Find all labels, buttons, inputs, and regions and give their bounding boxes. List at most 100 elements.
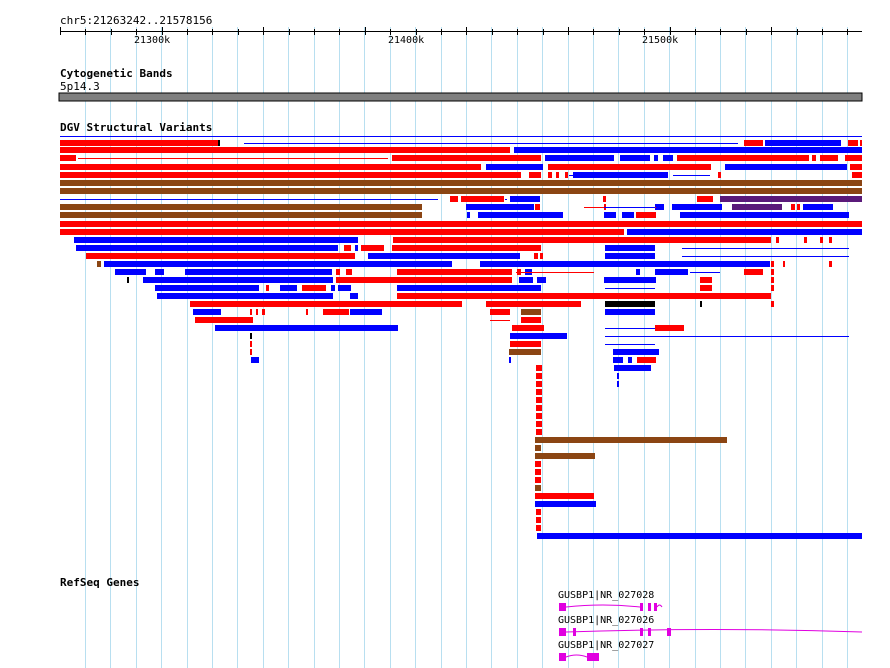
dgv-variant-bar[interactable] <box>654 155 658 161</box>
dgv-variant-bar[interactable] <box>466 204 534 210</box>
dgv-variant-bar[interactable] <box>250 341 252 347</box>
dgv-variant-bar[interactable] <box>157 293 333 299</box>
dgv-variant-bar[interactable] <box>536 413 542 419</box>
dgv-variant-bar[interactable] <box>510 333 567 339</box>
dgv-variant-bar[interactable] <box>60 164 481 170</box>
dgv-variant-bar[interactable] <box>655 204 664 210</box>
dgv-variant-bar[interactable] <box>732 204 782 210</box>
dgv-variant-bar[interactable] <box>744 140 763 146</box>
dgv-variant-bar[interactable] <box>510 341 541 347</box>
dgv-variant-bar[interactable] <box>535 469 541 475</box>
dgv-variant-bar[interactable] <box>155 285 259 291</box>
dgv-variant-bar[interactable] <box>397 269 512 275</box>
gene-label[interactable]: GUSBP1|NR_027026 <box>558 615 655 626</box>
dgv-variant-bar[interactable] <box>663 155 673 161</box>
dgv-variant-bar[interactable] <box>397 285 541 291</box>
dgv-variant-bar[interactable] <box>143 277 333 283</box>
dgv-variant-bar[interactable] <box>104 261 452 267</box>
dgv-variant-bar[interactable] <box>86 253 355 259</box>
dgv-variant-bar[interactable] <box>519 277 533 283</box>
dgv-variant-bar[interactable] <box>776 237 779 243</box>
dgv-variant-bar[interactable] <box>535 493 594 499</box>
dgv-variant-bar[interactable] <box>535 204 540 210</box>
gene-exon[interactable] <box>640 628 643 636</box>
dgv-variant-bar[interactable] <box>604 212 616 218</box>
dgv-variant-bar[interactable] <box>536 405 542 411</box>
dgv-variant-bar[interactable] <box>256 309 258 315</box>
dgv-variant-bar[interactable] <box>190 301 462 307</box>
dgv-variant-bar[interactable] <box>393 237 771 243</box>
gene-exon[interactable] <box>648 603 651 611</box>
dgv-variant-bar[interactable] <box>636 212 656 218</box>
dgv-variant-bar[interactable] <box>771 277 774 283</box>
gene-exon[interactable] <box>640 603 643 611</box>
dgv-variant-bar[interactable] <box>368 253 520 259</box>
dgv-variant-bar[interactable] <box>397 293 771 299</box>
dgv-variant-bar[interactable] <box>361 245 384 251</box>
dgv-variant-bar[interactable] <box>306 309 308 315</box>
dgv-variant-bar[interactable] <box>480 261 770 267</box>
dgv-variant-bar[interactable] <box>60 204 422 210</box>
gene-exon[interactable] <box>648 628 651 636</box>
dgv-variant-bar[interactable] <box>250 309 252 315</box>
dgv-variant-bar[interactable] <box>510 196 540 202</box>
gene-label[interactable]: GUSBP1|NR_027028 <box>558 590 655 601</box>
dgv-variant-bar[interactable] <box>193 309 221 315</box>
dgv-variant-bar[interactable] <box>266 285 269 291</box>
dgv-variant-bar[interactable] <box>392 245 541 251</box>
dgv-variant-bar[interactable] <box>655 325 684 331</box>
dgv-variant-bar[interactable] <box>486 164 543 170</box>
dgv-variant-bar[interactable] <box>548 164 711 170</box>
dgv-variant-bar[interactable] <box>97 261 101 267</box>
dgv-variant-bar[interactable] <box>195 317 253 323</box>
dgv-variant-bar[interactable] <box>486 301 581 307</box>
cytoband-track-title[interactable]: Cytogenetic Bands <box>60 67 173 80</box>
gene-exon[interactable] <box>667 628 671 636</box>
dgv-track-title[interactable]: DGV Structural Variants <box>60 121 213 134</box>
dgv-variant-bar[interactable] <box>617 373 619 379</box>
dgv-variant-bar[interactable] <box>535 485 541 491</box>
dgv-variant-bar[interactable] <box>514 147 862 153</box>
dgv-variant-bar[interactable] <box>251 357 259 363</box>
dgv-variant-bar[interactable] <box>744 269 763 275</box>
dgv-variant-bar[interactable] <box>536 429 542 435</box>
dgv-variant-bar[interactable] <box>765 140 841 146</box>
dgv-variant-bar[interactable] <box>536 421 542 427</box>
dgv-variant-bar[interactable] <box>852 172 862 178</box>
dgv-variant-bar[interactable] <box>700 285 712 291</box>
dgv-variant-bar[interactable] <box>76 245 338 251</box>
dgv-variant-bar[interactable] <box>637 357 656 363</box>
dgv-variant-bar[interactable] <box>614 365 651 371</box>
dgv-variant-bar[interactable] <box>622 212 634 218</box>
dgv-variant-bar[interactable] <box>771 269 774 275</box>
dgv-variant-bar[interactable] <box>60 229 624 235</box>
dgv-variant-bar[interactable] <box>617 381 619 387</box>
dgv-variant-bar[interactable] <box>628 357 632 363</box>
dgv-variant-bar[interactable] <box>829 261 832 267</box>
dgv-variant-bar[interactable] <box>344 245 351 251</box>
dgv-variant-bar[interactable] <box>115 269 146 275</box>
dgv-variant-bar[interactable] <box>804 237 807 243</box>
dgv-variant-bar[interactable] <box>820 155 838 161</box>
dgv-variant-bar[interactable] <box>700 301 702 307</box>
dgv-variant-bar[interactable] <box>74 237 358 243</box>
dgv-variant-bar[interactable] <box>346 269 352 275</box>
dgv-variant-bar[interactable] <box>537 277 546 283</box>
dgv-variant-bar[interactable] <box>355 245 358 251</box>
dgv-variant-bar[interactable] <box>535 501 596 507</box>
dgv-variant-bar[interactable] <box>536 525 541 531</box>
dgv-variant-bar[interactable] <box>509 357 511 363</box>
dgv-variant-bar[interactable] <box>536 389 542 395</box>
dgv-variant-bar[interactable] <box>803 204 833 210</box>
dgv-variant-bar[interactable] <box>350 309 382 315</box>
dgv-variant-bar[interactable] <box>60 140 218 146</box>
dgv-variant-bar[interactable] <box>845 155 862 161</box>
gene-exon[interactable] <box>587 653 599 661</box>
dgv-variant-bar[interactable] <box>338 285 351 291</box>
dgv-variant-bar[interactable] <box>250 333 252 339</box>
dgv-variant-bar[interactable] <box>302 285 326 291</box>
dgv-variant-bar[interactable] <box>536 373 542 379</box>
dgv-variant-bar[interactable] <box>720 196 862 202</box>
